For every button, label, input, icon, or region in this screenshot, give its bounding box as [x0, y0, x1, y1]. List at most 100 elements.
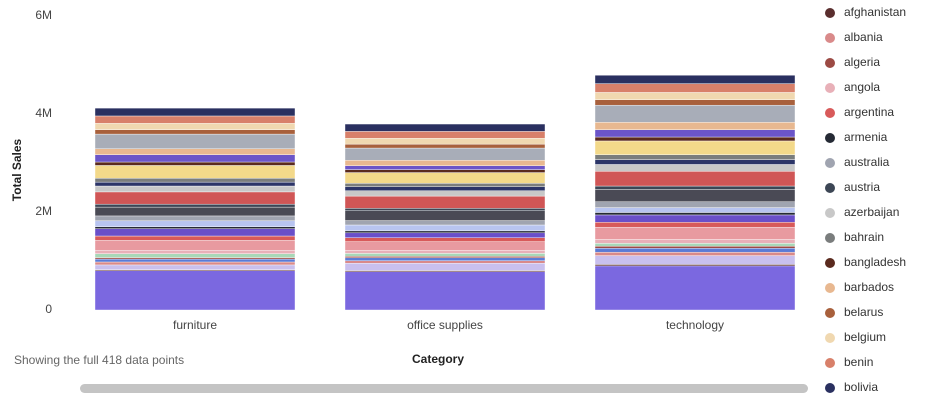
bar-segment	[594, 140, 796, 155]
bar-segment	[344, 195, 546, 209]
bar-segment	[344, 257, 546, 261]
bar-segment	[94, 264, 296, 271]
bar-segment	[594, 201, 796, 208]
bar-segment	[594, 129, 796, 138]
y-tick-label: 0	[45, 302, 52, 316]
bar-segment	[594, 239, 796, 244]
bar-segment	[594, 185, 796, 190]
bar-segment	[594, 99, 796, 106]
legend-label: belarus	[844, 305, 883, 319]
bar-segment	[94, 235, 296, 241]
bar-segment	[344, 131, 546, 139]
legend-marker	[825, 133, 835, 143]
bar-segment	[344, 271, 546, 311]
bar-segment	[94, 185, 296, 193]
bar-segment	[94, 226, 296, 229]
bar-segment	[94, 191, 296, 205]
bar-segment	[594, 122, 796, 130]
bar-segment	[344, 172, 546, 184]
bar-segment	[94, 129, 296, 135]
bar-segment	[344, 208, 546, 211]
bar-segment	[344, 143, 546, 149]
bar-segment	[594, 222, 796, 228]
bar-segment	[344, 165, 546, 170]
legend-marker	[825, 8, 835, 18]
bar-segment	[94, 203, 296, 208]
bar-segment	[344, 183, 546, 187]
bar-segment	[594, 92, 796, 100]
bar-segment	[344, 232, 546, 238]
y-tick-label: 2M	[35, 204, 52, 218]
y-axis-title: Total Sales	[10, 138, 24, 201]
bar-segment	[594, 243, 796, 247]
legend-marker	[825, 358, 835, 368]
legend-label: armenia	[844, 130, 888, 144]
bar-segment	[344, 190, 546, 197]
y-tick-label: 4M	[35, 106, 52, 120]
legend-label: belgium	[844, 330, 886, 344]
x-axis-title: Category	[412, 352, 464, 366]
bar-segment	[344, 123, 546, 132]
bar-segment	[344, 253, 546, 257]
bar-segment	[344, 230, 546, 234]
bar-segment	[594, 264, 796, 267]
legend-marker	[825, 83, 835, 93]
bar-segment	[594, 189, 796, 202]
bar-segment	[344, 169, 546, 173]
bar-segment	[594, 83, 796, 93]
legend-label: bangladesh	[844, 255, 906, 269]
y-tick-label: 6M	[35, 8, 52, 22]
bar-segment	[594, 164, 796, 172]
bar-segment	[594, 207, 796, 213]
legend-label: barbados	[844, 280, 894, 294]
bar-segment	[594, 136, 796, 142]
bar-segment	[94, 123, 296, 130]
legend-marker	[825, 233, 835, 243]
legend-label: bolivia	[844, 380, 878, 394]
bar-segment	[594, 251, 796, 256]
bar-segment	[344, 250, 546, 254]
bar-segment	[344, 260, 546, 264]
bar-segment	[344, 138, 546, 145]
bar-segment	[344, 241, 546, 251]
bar-segment	[594, 171, 796, 187]
bar-segment	[94, 161, 296, 166]
legend-label: angola	[844, 80, 880, 94]
bar-segment	[344, 160, 546, 166]
bar-segment	[594, 214, 796, 223]
bar-segment	[94, 270, 296, 311]
bar-segment	[594, 154, 796, 160]
bar-segment	[594, 246, 796, 249]
legend-label: argentina	[844, 105, 894, 119]
legend-marker	[825, 258, 835, 268]
bar-segment	[94, 257, 296, 260]
bar-segment	[594, 226, 796, 240]
bar-segment	[94, 148, 296, 155]
bar-segment	[594, 159, 796, 165]
bar-segment	[594, 248, 796, 253]
bar-segment	[94, 165, 296, 179]
bar-segment	[94, 206, 296, 217]
bar-segment	[94, 258, 296, 263]
bar-segment	[94, 261, 296, 266]
bar-segment	[94, 177, 296, 183]
bar-segment	[594, 255, 796, 265]
bar-segment	[94, 240, 296, 251]
bar-segment	[594, 265, 796, 311]
legend-label: algeria	[844, 55, 880, 69]
legend-marker	[825, 333, 835, 343]
scrollbar[interactable]	[80, 384, 808, 393]
legend-marker	[825, 208, 835, 218]
legend-marker	[825, 158, 835, 168]
legend-label: austria	[844, 180, 880, 194]
legend-label: australia	[844, 155, 890, 169]
legend-label: benin	[844, 355, 873, 369]
bar-segment	[344, 147, 546, 161]
x-tick-label: technology	[666, 318, 724, 332]
bar-segment	[94, 107, 296, 117]
legend-label: bahrain	[844, 230, 884, 244]
bar-segment	[94, 115, 296, 124]
legend-label: albania	[844, 30, 883, 44]
bar-segment	[344, 224, 546, 232]
